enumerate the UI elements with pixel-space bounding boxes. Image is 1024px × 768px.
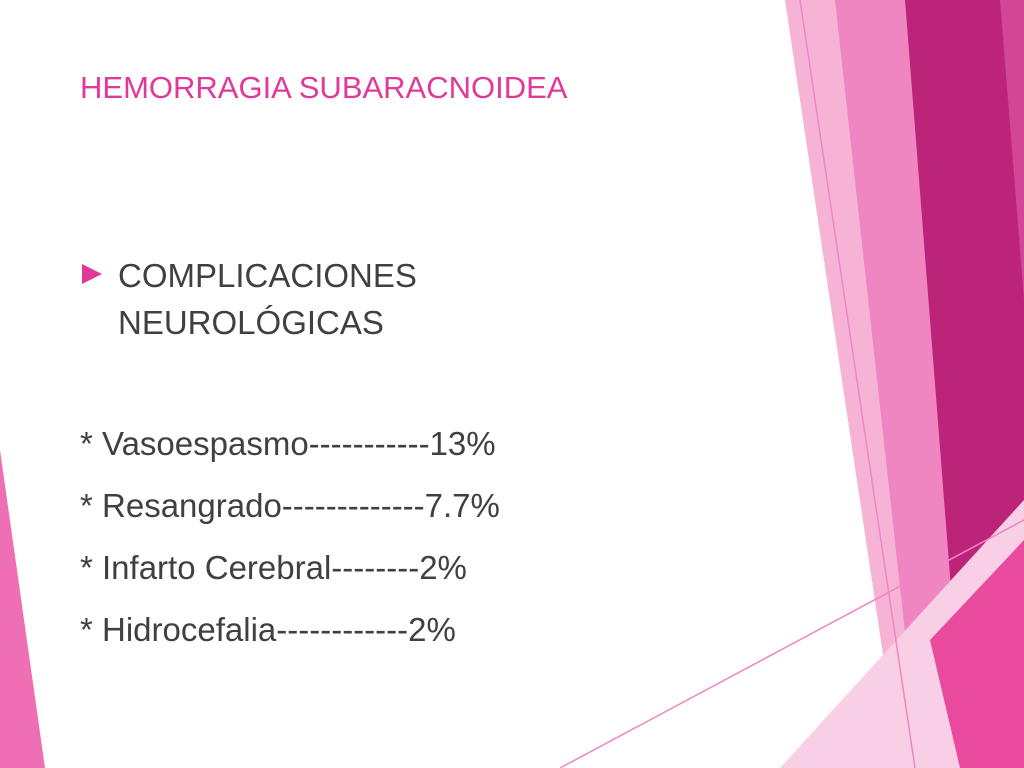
- left-shape: [0, 450, 45, 768]
- bright-shape: [930, 540, 1024, 768]
- item: * Hidrocefalia------------2%: [80, 611, 456, 648]
- corner-shape: [1000, 0, 1024, 300]
- bullet-icon: [82, 264, 102, 284]
- item: * Infarto Cerebral--------2%: [80, 549, 467, 586]
- item: * Vasoespasmo-----------13%: [80, 425, 496, 462]
- bullet-line: NEUROLÓGICAS: [118, 304, 384, 341]
- title: HEMORRAGIA SUBARACNOIDEA: [80, 70, 568, 105]
- item: * Resangrado-------------7.7%: [80, 487, 500, 524]
- bullet-line: COMPLICACIONES: [118, 257, 417, 294]
- thin-line: [799, 0, 916, 768]
- item-list: * Vasoespasmo-----------13% * Resangrado-…: [80, 418, 500, 666]
- bullet-text: COMPLICACIONES NEUROLÓGICAS: [118, 252, 417, 346]
- thin-line: [559, 519, 1024, 768]
